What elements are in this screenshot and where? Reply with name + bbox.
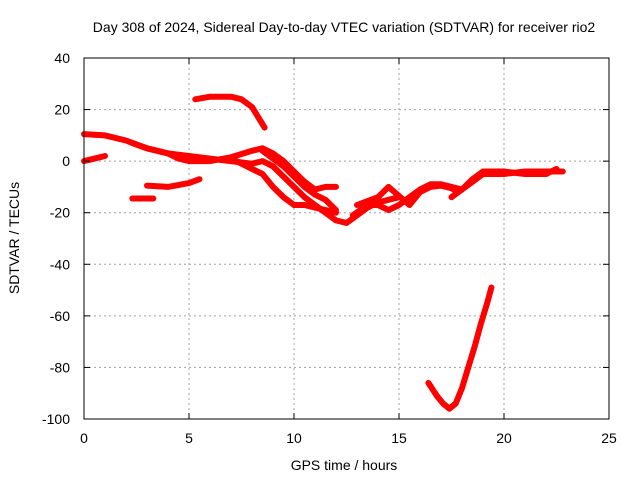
series-track-2 [81, 153, 108, 165]
series-track-4 [144, 176, 203, 190]
x-tick-label: 15 [391, 430, 407, 446]
y-tick-label: 20 [54, 102, 70, 118]
x-tick-label: 10 [286, 430, 302, 446]
series-track-5 [192, 93, 268, 131]
series-track-10 [354, 182, 461, 208]
x-tick-label: 0 [80, 430, 88, 446]
grid [84, 58, 609, 419]
y-tick-label: -20 [50, 205, 70, 221]
series-track-6 [129, 140, 339, 193]
y-tick-label: -40 [50, 256, 70, 272]
y-tick-label: -60 [50, 308, 70, 324]
x-tick-label: 5 [185, 430, 193, 446]
series-track-12 [425, 284, 495, 412]
chart-title: Day 308 of 2024, Sidereal Day-to-day VTE… [93, 19, 596, 35]
plot-frame [83, 57, 610, 420]
series-track-7 [228, 155, 339, 216]
y-axis-label: SDTVAR / TECUs [6, 182, 22, 294]
x-axis-label: GPS time / hours [291, 457, 398, 473]
y-tick-label: -100 [42, 411, 70, 427]
y-tick-label: 0 [62, 153, 70, 169]
y-tick-label: 40 [54, 50, 70, 66]
series-track-11 [448, 165, 560, 201]
x-tick-label: 25 [601, 430, 617, 446]
x-tick-label: 20 [496, 430, 512, 446]
tick-layer: 0 5 10 15 20 25 -100 -80 -60 -40 -20 0 20 40 [42, 50, 617, 446]
y-tick-label: -80 [50, 359, 70, 375]
series-track-8 [259, 147, 339, 214]
series-layer [81, 93, 566, 412]
